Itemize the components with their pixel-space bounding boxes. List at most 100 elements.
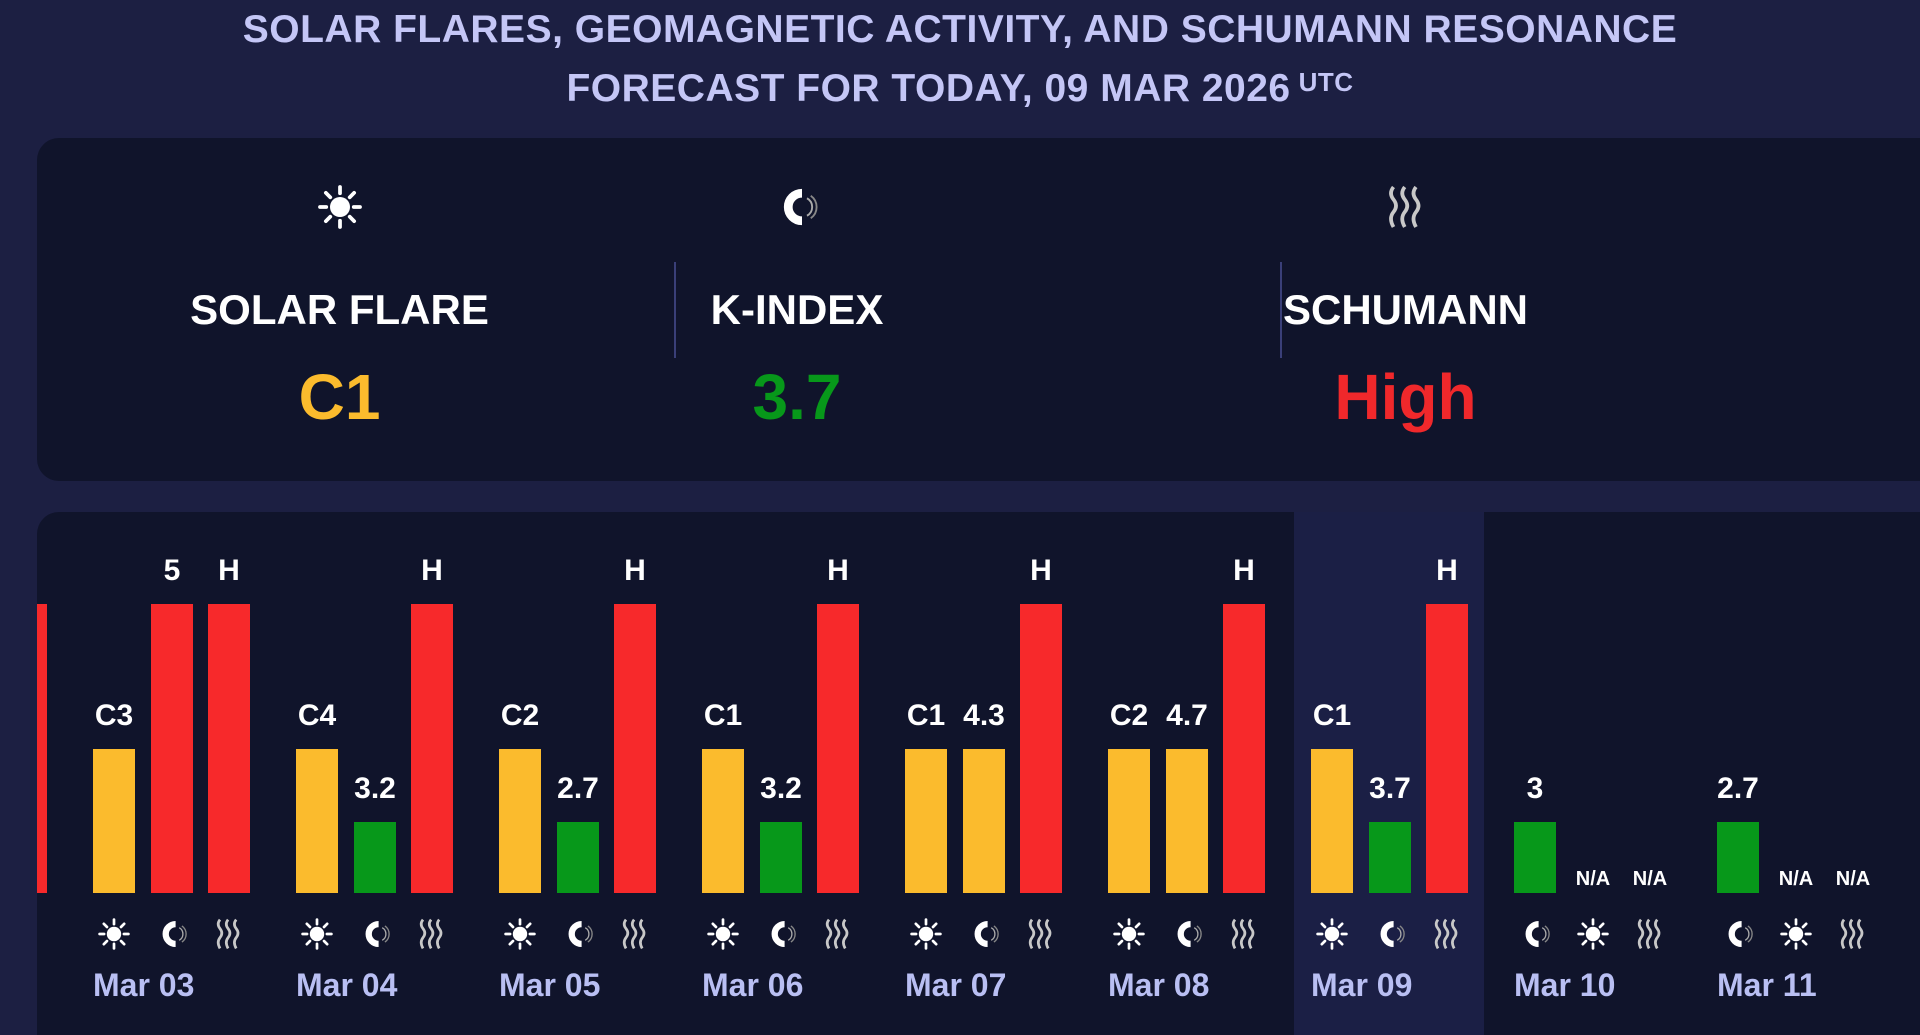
waves-icon (1629, 916, 1671, 952)
kp-value-label: 3 (1526, 772, 1544, 805)
waves-icon (1426, 916, 1468, 952)
solar-flare-value: C1 (298, 361, 381, 433)
kp-value-label: 3.2 (760, 772, 802, 805)
magnet-icon (1369, 916, 1411, 952)
sun-icon (905, 916, 947, 952)
forecast-chart: H C3 5 H Mar 03 C4 3.2 H Mar 04 C2 2.7 H Mar 05 C1 3.2… (37, 512, 1920, 1035)
forecast-date: Mar 05 (499, 967, 601, 1003)
schumann-value-label: H (1233, 554, 1255, 587)
forecast-day: C2 4.7 H Mar 08 (1108, 512, 1268, 1035)
forecast-day: H (37, 512, 50, 1035)
schumann-value-label: H (1436, 554, 1458, 587)
forecast-date: Mar 04 (296, 967, 398, 1003)
solar-value-label: C2 (500, 699, 540, 732)
kp-bar (1717, 822, 1759, 893)
schumann-bar (614, 604, 656, 893)
solar-value-label: C1 (906, 699, 946, 732)
schumann-value: High (1334, 361, 1477, 433)
schumann-na-label: N/A (1632, 868, 1668, 890)
forecast-date: Mar 10 (1514, 967, 1616, 1003)
kp-bar (1166, 749, 1208, 893)
solar-bar (1311, 749, 1353, 893)
solar-bar (296, 749, 338, 893)
solar-bar (905, 749, 947, 893)
title-line-2: FORECAST FOR TODAY, 09 MAR 2026 UTC (0, 59, 1920, 118)
schumann-bar (817, 604, 859, 893)
kp-bar (963, 749, 1005, 893)
schumann-bar (1223, 604, 1265, 893)
forecast-date: Mar 08 (1108, 967, 1210, 1003)
k-index-summary: K-INDEX 3.7 (497, 138, 1097, 481)
solar-value-label: C2 (1109, 699, 1149, 732)
solar-bar (1108, 749, 1150, 893)
waves-icon (1020, 916, 1062, 952)
schumann-na-label: N/A (1835, 868, 1871, 890)
magnet-icon (557, 916, 599, 952)
waves-icon (1103, 182, 1708, 232)
sun-icon (1572, 916, 1614, 952)
kp-value-label: 3.7 (1369, 772, 1411, 805)
kp-value-label: 5 (163, 554, 181, 587)
schumann-bar (411, 604, 453, 893)
forecast-day: C3 5 H Mar 03 (93, 512, 253, 1035)
solar-na-label: N/A (1575, 868, 1611, 890)
forecast-day: 3 N/A N/A Mar 10 (1514, 512, 1674, 1035)
forecast-day: C2 2.7 H Mar 05 (499, 512, 659, 1035)
solar-value-label: C4 (297, 699, 337, 732)
magnet-icon (1514, 916, 1556, 952)
page-title: SOLAR FLARES, GEOMAGNETIC ACTIVITY, AND … (0, 0, 1920, 118)
waves-icon (1832, 916, 1874, 952)
waves-icon (37, 916, 47, 952)
sun-icon (1108, 916, 1150, 952)
solar-bar (499, 749, 541, 893)
kp-value-label: 2.7 (1717, 772, 1759, 805)
schumann-value-label: H (421, 554, 443, 587)
schumann-bar (37, 604, 47, 893)
magnet-icon (354, 916, 396, 952)
solar-flare-summary: SOLAR FLARE C1 (37, 138, 642, 481)
waves-icon (411, 916, 453, 952)
sun-icon (702, 916, 744, 952)
kp-bar (1514, 822, 1556, 893)
kp-bar (151, 604, 193, 893)
schumann-label: SCHUMANN (1283, 286, 1528, 333)
kp-bar (1369, 822, 1411, 893)
schumann-bar (208, 604, 250, 893)
sun-icon (499, 916, 541, 952)
magnet-icon (1166, 916, 1208, 952)
forecast-date: Mar 03 (93, 967, 195, 1003)
magnet-icon (151, 916, 193, 952)
solar-value-label: C3 (94, 699, 134, 732)
schumann-value-label: H (624, 554, 646, 587)
solar-na-label: N/A (1778, 868, 1814, 890)
kp-value-label: 4.7 (1166, 699, 1208, 732)
forecast-day: C4 3.2 H Mar 04 (296, 512, 456, 1035)
magnet-icon (760, 916, 802, 952)
schumann-bar (1426, 604, 1468, 893)
forecast-date: Mar 06 (702, 967, 804, 1003)
forecast-date: Mar 11 (1717, 967, 1817, 1003)
schumann-bar (1020, 604, 1062, 893)
schumann-value-label: H (37, 554, 61, 588)
utc-label: UTC (1298, 67, 1354, 97)
sun-icon (93, 916, 135, 952)
kp-bar (354, 822, 396, 893)
divider (1280, 262, 1282, 358)
schumann-value-label: H (827, 554, 849, 587)
schumann-summary: SCHUMANN High (1103, 138, 1708, 481)
k-index-label: K-INDEX (710, 286, 884, 333)
sun-icon (37, 182, 642, 232)
divider (674, 262, 676, 358)
solar-bar (702, 749, 744, 893)
today-summary-card: SOLAR FLARE C1 K-INDEX 3.7 SCHUMANN High (37, 138, 1920, 481)
title-date: FORECAST FOR TODAY, 09 MAR 2026 (566, 67, 1291, 110)
magnet-icon (1717, 916, 1759, 952)
sun-icon (296, 916, 338, 952)
solar-flare-label: SOLAR FLARE (190, 286, 489, 333)
magnet-icon (497, 182, 1097, 232)
schumann-value-label: H (1030, 554, 1052, 587)
schumann-value-label: H (218, 554, 240, 587)
waves-icon (208, 916, 250, 952)
kp-value-label: 4.3 (963, 699, 1005, 732)
kp-bar (557, 822, 599, 893)
